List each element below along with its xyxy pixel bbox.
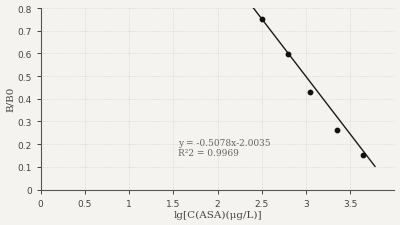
Point bbox=[285, 53, 292, 57]
Y-axis label: B/B0: B/B0 bbox=[6, 87, 14, 112]
X-axis label: lg[C(ASA)(μg/L)]: lg[C(ASA)(μg/L)] bbox=[173, 210, 262, 219]
Point bbox=[334, 129, 340, 132]
Text: y = -0.5078x-2.0035
R²2 = 0.9969: y = -0.5078x-2.0035 R²2 = 0.9969 bbox=[178, 138, 270, 158]
Point bbox=[259, 18, 265, 22]
Point bbox=[307, 90, 314, 94]
Point bbox=[360, 153, 367, 157]
